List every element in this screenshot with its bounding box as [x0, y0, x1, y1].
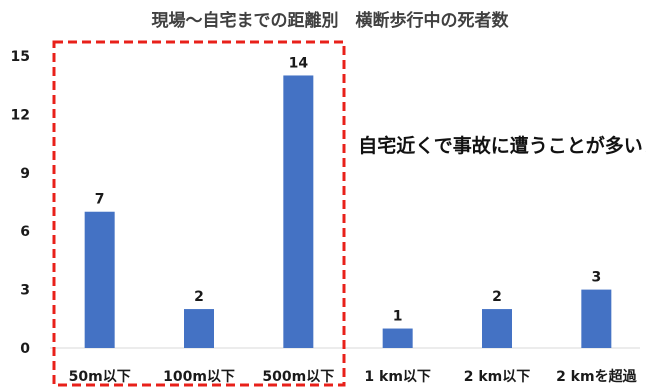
category-label: 2 km以下 — [464, 369, 531, 385]
chart-title: 現場～自宅までの距離別 横断歩行中の死者数 — [152, 10, 510, 31]
data-labels: 7 2 14 1 2 3 — [95, 55, 601, 324]
category-label: 1 km以下 — [364, 369, 431, 385]
bar — [184, 309, 214, 348]
y-tick-label: 6 — [20, 224, 30, 240]
y-tick-label: 12 — [11, 107, 30, 123]
category-label: 500m以下 — [262, 369, 334, 385]
data-label: 14 — [289, 55, 309, 71]
data-label: 1 — [393, 309, 403, 325]
bar — [581, 289, 612, 348]
highlight-box — [52, 40, 346, 387]
y-tick-label: 3 — [20, 283, 30, 299]
x-axis-categories: 50m以下 100m以下 500m以下 1 km以下 2 km以下 2 kmを超過 — [69, 368, 638, 385]
data-label: 2 — [194, 289, 204, 305]
chart-annotation: 自宅近くで事故に遭うことが多い！ — [358, 134, 646, 157]
y-tick-label: 0 — [20, 341, 30, 357]
category-label: 2 kmを超過 — [556, 368, 638, 385]
data-label: 7 — [95, 192, 105, 208]
y-tick-label: 9 — [20, 166, 30, 182]
category-label: 100m以下 — [163, 369, 235, 385]
category-label: 50m以下 — [69, 369, 131, 385]
data-label: 3 — [591, 270, 601, 286]
bar — [482, 309, 512, 348]
data-label: 2 — [492, 289, 502, 305]
bars — [84, 75, 612, 348]
y-axis-ticks: 0 3 6 9 12 15 — [11, 49, 31, 357]
y-tick-label: 15 — [11, 49, 30, 65]
bar — [382, 328, 413, 348]
bar — [84, 211, 115, 348]
bar — [283, 75, 314, 348]
